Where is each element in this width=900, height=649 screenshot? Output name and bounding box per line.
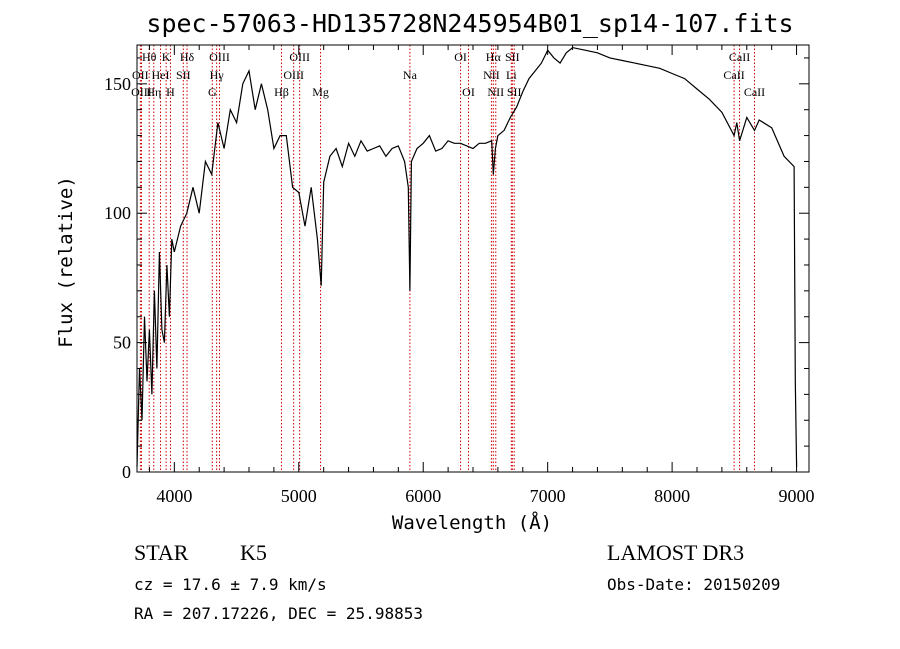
line-label-25: CaII [729, 50, 750, 64]
line-label-21: NII [483, 68, 500, 82]
object-subclass: K5 [240, 540, 267, 565]
line-label-7: SII [176, 68, 191, 82]
line-label-26: CaII [723, 68, 744, 82]
x-tick-label-5000: 5000 [281, 486, 317, 506]
obs-date: Obs-Date: 20150209 [607, 575, 780, 594]
redshift-cz: cz = 17.6 ± 7.9 km/s [134, 575, 327, 594]
line-label-4: HeI [152, 68, 170, 82]
series-line [136, 46, 798, 467]
line-label-18: OI [462, 85, 475, 99]
line-label-19: Hα [486, 50, 502, 64]
line-label-14: Hβ [274, 85, 289, 99]
line-label-10: Hγ [210, 68, 225, 82]
line-label-5: Hη [146, 85, 161, 99]
line-label-15: Mg [312, 85, 329, 99]
line-label-1: OII [132, 68, 149, 82]
y-tick-label-50: 50 [113, 333, 131, 353]
y-axis-label: Flux (relative) [55, 176, 77, 348]
line-label-11: G [208, 85, 217, 99]
plot-frame [136, 44, 810, 473]
y-tick-label-0: 0 [122, 462, 131, 482]
y-tick-label-150: 150 [104, 74, 131, 94]
line-label-6: H [166, 85, 175, 99]
line-label-3: K [162, 50, 171, 64]
line-label-9: OIII [209, 50, 230, 64]
x-tick-label-6000: 6000 [405, 486, 441, 506]
x-tick-label-7000: 7000 [530, 486, 566, 506]
line-label-16: Na [403, 68, 418, 82]
line-label-20: SII [505, 50, 520, 64]
y-tick-label-100: 100 [104, 203, 131, 223]
x-tick-label-8000: 8000 [654, 486, 690, 506]
line-label-23: NII [487, 85, 504, 99]
line-label-12: OIII [289, 50, 310, 64]
object-class: STAR [134, 540, 189, 565]
x-tick-label-9000: 9000 [779, 486, 815, 506]
line-label-24: SII [507, 85, 522, 99]
spectral-line-markers [139, 45, 755, 472]
x-axis-label: Wavelength (Å) [392, 511, 552, 534]
x-tick-label-4000: 4000 [156, 486, 192, 506]
line-label-8: Hδ [180, 50, 195, 64]
line-label-17: OI [454, 50, 467, 64]
x-axis-ticks: 4000 5000 6000 7000 8000 9000 [148, 45, 815, 506]
line-label-2: OIII [131, 85, 152, 99]
y-axis-ticks: 0 50 100 150 [104, 57, 809, 482]
survey-name: LAMOST DR3 [607, 540, 744, 565]
ra-dec: RA = 207.17226, DEC = 25.98853 [134, 604, 423, 623]
line-label-0: Hθ [142, 50, 157, 64]
line-label-22: Li [506, 68, 517, 82]
line-label-13: OIII [283, 68, 304, 82]
line-label-27: CaII [744, 85, 765, 99]
chart-title: spec-57063-HD135728N245954B01_sp14-107.f… [146, 9, 793, 38]
